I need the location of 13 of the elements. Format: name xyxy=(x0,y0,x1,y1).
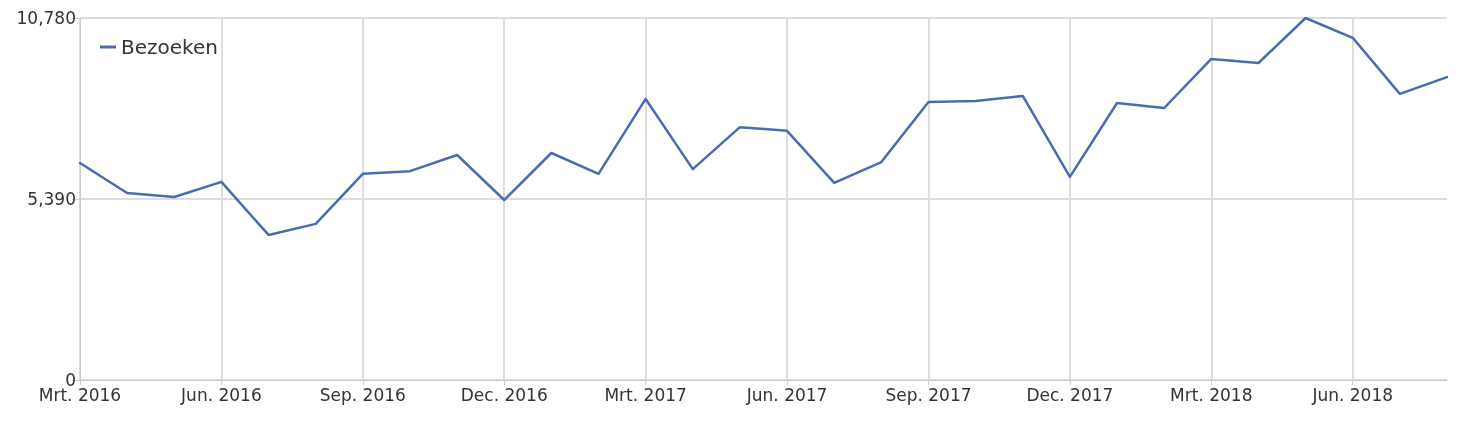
y-tick-label: 0 xyxy=(65,370,76,390)
x-tick-label: Jun. 2017 xyxy=(745,384,828,405)
y-tick-label: 5,390 xyxy=(27,189,76,209)
x-tick-label: Mrt. 2017 xyxy=(604,384,687,405)
legend-label: Bezoeken xyxy=(121,35,218,59)
x-tick-label: Mrt. 2018 xyxy=(1170,384,1253,405)
x-tick-label: Jun. 2018 xyxy=(1311,384,1394,405)
x-tick-label: Dec. 2016 xyxy=(460,384,548,405)
y-tick-label: 10,780 xyxy=(16,8,76,28)
x-tick-label: Dec. 2017 xyxy=(1026,384,1114,405)
x-tick-label: Sep. 2017 xyxy=(885,384,972,405)
x-tick-label: Sep. 2016 xyxy=(319,384,406,405)
x-tick-label: Jun. 2016 xyxy=(180,384,262,405)
